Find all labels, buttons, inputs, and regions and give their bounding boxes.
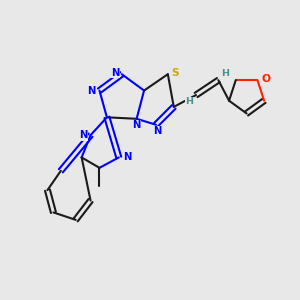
Text: H: H <box>221 69 229 78</box>
Text: O: O <box>261 74 270 84</box>
Text: N: N <box>111 68 119 78</box>
Text: N: N <box>79 130 87 140</box>
Text: N: N <box>132 120 141 130</box>
Text: N: N <box>153 126 162 136</box>
Text: S: S <box>172 68 179 78</box>
Text: H: H <box>185 97 194 106</box>
Text: N: N <box>123 152 131 162</box>
Text: N: N <box>87 85 95 96</box>
